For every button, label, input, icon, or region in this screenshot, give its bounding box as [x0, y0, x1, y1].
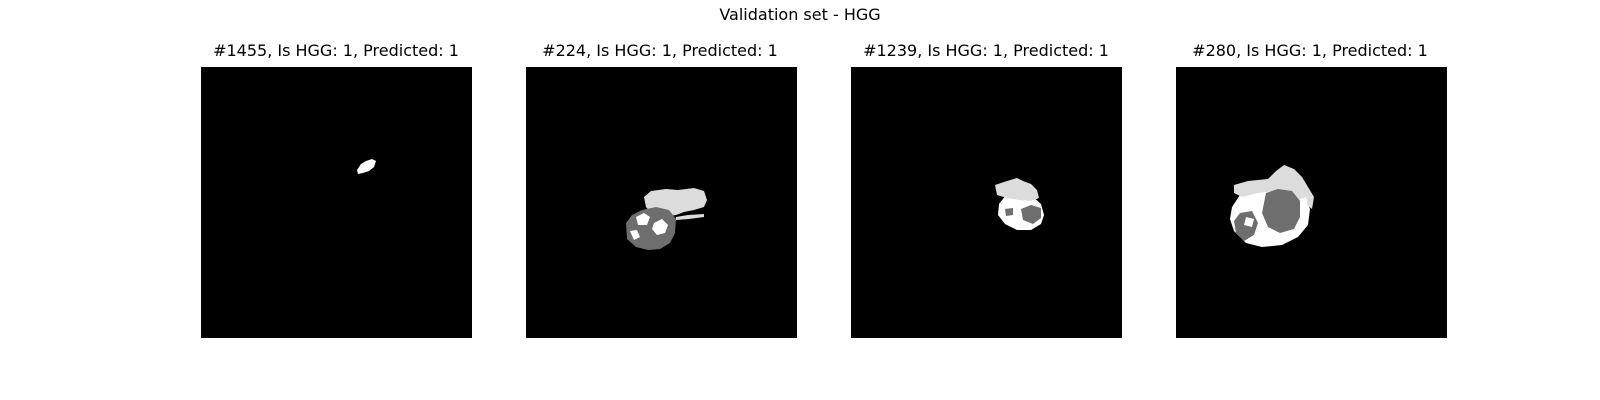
segmentation-image-4 — [1176, 67, 1447, 338]
tumor-region-white-inner — [1244, 217, 1254, 227]
image-background-3 — [851, 67, 1122, 338]
panel-title-1: #1455, Is HGG: 1, Predicted: 1 — [213, 41, 459, 60]
tumor-region-white-2 — [652, 219, 668, 235]
tumor-region-white-edge — [1300, 197, 1308, 209]
segmentation-mask-1 — [201, 67, 472, 338]
panel-title-4: #280, Is HGG: 1, Predicted: 1 — [1192, 41, 1428, 60]
tumor-region-white-1 — [636, 213, 650, 225]
segmentation-mask-3 — [851, 67, 1122, 338]
segmentation-image-2 — [526, 67, 797, 338]
tumor-region-light-gray — [995, 178, 1039, 201]
image-background-1 — [201, 67, 472, 338]
tumor-region-light-gray — [1234, 165, 1314, 209]
tumor-region-streak — [676, 214, 704, 220]
segmentation-image-3 — [851, 67, 1122, 338]
tumor-region-dark-gray — [1262, 189, 1300, 233]
panel-title-3: #1239, Is HGG: 1, Predicted: 1 — [863, 41, 1109, 60]
panel-title-2: #224, Is HGG: 1, Predicted: 1 — [542, 41, 778, 60]
segmentation-image-1 — [201, 67, 472, 338]
segmentation-mask-2 — [526, 67, 797, 338]
segmentation-mask-4 — [1176, 67, 1447, 338]
figure-title: Validation set - HGG — [719, 5, 881, 24]
tumor-region-white — [357, 159, 376, 174]
tumor-region-white-3 — [630, 230, 640, 240]
tumor-region-dark-gray-2 — [1005, 208, 1013, 216]
tumor-region-dark-gray-1 — [1021, 205, 1041, 224]
